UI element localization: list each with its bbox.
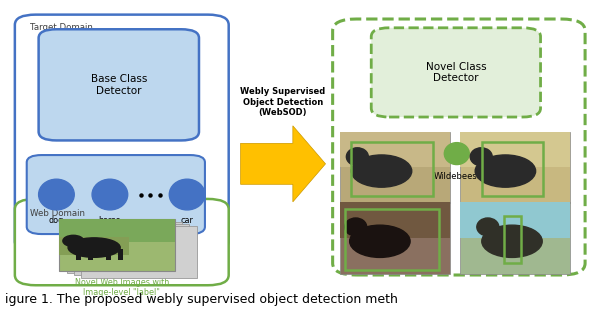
Ellipse shape [68, 238, 120, 257]
Ellipse shape [92, 179, 128, 210]
Text: Webly Supervised
Object Detection
(WebSOD): Webly Supervised Object Detection (WebSO… [240, 87, 326, 117]
FancyBboxPatch shape [88, 249, 93, 260]
Ellipse shape [470, 148, 492, 166]
FancyBboxPatch shape [59, 219, 175, 242]
FancyBboxPatch shape [340, 202, 450, 273]
Ellipse shape [475, 155, 536, 187]
FancyBboxPatch shape [333, 19, 585, 275]
Ellipse shape [346, 148, 368, 166]
FancyBboxPatch shape [76, 249, 81, 260]
FancyBboxPatch shape [118, 249, 123, 260]
FancyBboxPatch shape [340, 202, 450, 238]
FancyBboxPatch shape [15, 199, 229, 285]
FancyBboxPatch shape [59, 219, 175, 271]
Text: igure 1. The proposed webly supervised object detection meth: igure 1. The proposed webly supervised o… [5, 293, 397, 306]
Ellipse shape [351, 155, 412, 187]
Text: Wildebeest: Wildebeest [433, 172, 481, 181]
FancyBboxPatch shape [74, 224, 189, 275]
Text: dog: dog [49, 217, 64, 225]
Ellipse shape [444, 142, 469, 165]
Text: Target Domain: Target Domain [30, 23, 93, 32]
Ellipse shape [63, 235, 84, 246]
FancyBboxPatch shape [460, 202, 570, 238]
Ellipse shape [350, 225, 410, 257]
Ellipse shape [169, 179, 205, 210]
Ellipse shape [477, 218, 499, 236]
Text: Novel Class
Detector: Novel Class Detector [425, 62, 486, 83]
Text: car: car [181, 217, 194, 225]
Text: Web Domain: Web Domain [30, 209, 85, 218]
FancyBboxPatch shape [340, 132, 450, 203]
Text: Novel Web Images with
Image-level "label": Novel Web Images with Image-level "label… [75, 278, 169, 297]
FancyBboxPatch shape [81, 226, 197, 278]
FancyBboxPatch shape [106, 249, 110, 260]
FancyBboxPatch shape [15, 15, 229, 252]
Ellipse shape [482, 225, 542, 257]
FancyBboxPatch shape [460, 132, 570, 168]
FancyBboxPatch shape [59, 237, 129, 255]
FancyBboxPatch shape [460, 202, 570, 273]
Polygon shape [241, 126, 326, 202]
FancyBboxPatch shape [67, 222, 182, 273]
FancyBboxPatch shape [340, 132, 450, 168]
FancyBboxPatch shape [371, 28, 541, 117]
Ellipse shape [39, 179, 74, 210]
FancyBboxPatch shape [39, 29, 199, 141]
Text: horse: horse [99, 217, 121, 225]
Text: Base Class
Detector: Base Class Detector [91, 74, 147, 96]
FancyBboxPatch shape [460, 132, 570, 203]
FancyBboxPatch shape [27, 155, 205, 234]
Ellipse shape [345, 218, 366, 236]
